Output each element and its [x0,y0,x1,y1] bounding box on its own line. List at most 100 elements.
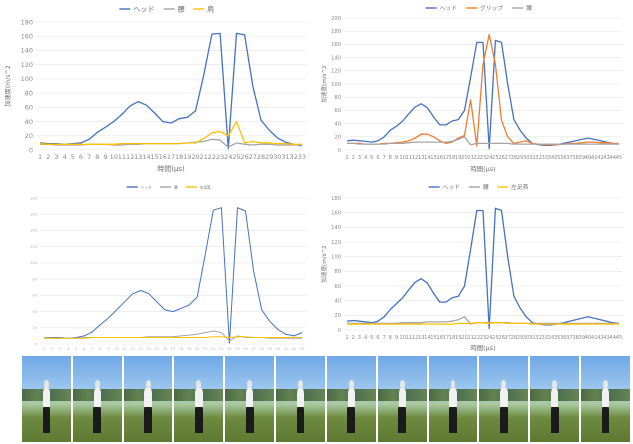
y-tick-label: 120 [331,69,341,75]
y-tick-label: 0 [338,328,341,334]
x-tick-label: 42 [597,155,604,161]
golfer-legs [550,406,559,434]
golfer-figure [245,380,255,434]
x-tick-label: 6 [79,153,83,161]
x-tick-label: 9 [395,155,398,161]
golfer-figure [194,380,204,434]
y-tick-label: 200 [331,16,341,22]
y-tick-label: 160 [30,212,38,216]
golfer-figure [92,380,102,434]
x-tick-label: 28 [259,347,264,351]
x-tick-label: 40 [585,155,592,161]
x-tick-label: 33 [300,347,305,351]
y-tick-label: 120 [30,245,38,249]
series-line-3 [347,322,619,325]
x-tick-label: 28 [511,155,518,161]
x-tick-label: 7 [87,153,91,161]
golfer-head [552,380,558,389]
x-tick-label: 20 [195,347,200,351]
x-tick-label: 19 [455,155,462,161]
x-tick-label: 21 [200,153,208,161]
y-tick-label: 40 [334,121,341,127]
x-tick-label: 14 [142,153,150,161]
x-tick-label: 14 [424,155,431,161]
x-tick-label: 16 [163,347,168,351]
y-tick-label: 60 [334,108,341,114]
golfer-legs [296,406,305,434]
x-tick-label: 22 [211,347,216,351]
y-tick-label: 120 [21,61,33,69]
x-tick-label: 13 [418,155,425,161]
x-tick-label: 27 [504,335,511,341]
x-tick-label: 24 [486,155,493,161]
golfer-torso [144,388,152,408]
x-tick-label: 33 [541,335,548,341]
x-tick-label: 32 [292,347,297,351]
x-tick-label: 45 [616,155,623,161]
y-tick-label: 80 [32,277,37,281]
x-tick-label: 12 [130,347,135,351]
x-tick-label: 2 [352,335,355,341]
golfer-figure [296,380,306,434]
y-tick-label: 140 [30,229,38,233]
x-tick-label: 21 [203,347,208,351]
series-line-1 [347,39,619,150]
golfer-figure [601,380,611,434]
y-tick-label: 0 [29,146,33,154]
x-tick-label: 9 [395,335,398,341]
y-tick-label: 180 [21,18,33,26]
y-tick-label: 180 [30,196,38,200]
x-tick-label: 25 [492,155,499,161]
x-tick-label: 28 [257,153,265,161]
x-tick-label: 29 [517,335,524,341]
x-tick-label: 33 [298,153,306,161]
x-tick-label: 15 [430,335,437,341]
x-tick-label: 15 [150,153,158,161]
golfer-head [247,380,253,389]
x-tick-label: 44 [609,155,616,161]
golfer-head [450,380,456,389]
golfer-head [94,380,100,389]
y-tick-label: 20 [334,135,341,141]
x-tick-label: 3 [59,347,61,351]
legend-label-1: ヘッド [440,6,458,12]
golfer-figure [42,380,52,434]
x-tick-label: 29 [265,153,273,161]
x-tick-label: 7 [91,347,93,351]
golfer-torso [296,388,305,408]
x-tick-label: 24 [486,335,493,341]
golfer-figure [550,380,560,434]
x-tick-label: 16 [436,335,443,341]
y-tick-label: 180 [331,29,341,35]
x-tick-label: 8 [95,153,99,161]
golfer-torso [93,388,101,408]
x-tick-label: 30 [523,155,530,161]
y-axis-title: 加速度(m/s^2 [320,65,328,102]
y-tick-label: 60 [32,294,37,298]
y-tick-label: 100 [21,75,33,83]
x-tick-label: 7 [382,155,385,161]
x-tick-label: 5 [370,335,373,341]
x-tick-label: 2 [352,155,355,161]
x-tick-label: 31 [529,155,536,161]
x-tick-label: 39 [579,155,586,161]
x-tick-label: 1 [43,347,45,351]
golfer-torso [449,388,457,408]
x-tick-label: 39 [579,335,586,341]
x-tick-label: 43 [603,155,610,161]
x-tick-label: 19 [455,335,462,341]
legend-label-2: 腰 [483,184,489,191]
x-tick-label: 10 [110,153,118,161]
x-tick-label: 17 [443,155,450,161]
x-tick-label: 21 [467,335,474,341]
x-tick-label: 28 [511,335,518,341]
y-axis-title: 加速度(m/s^2 [4,65,12,106]
golfer-legs [93,406,102,434]
x-tick-label: 20 [461,155,468,161]
y-axis-title: 加速度(m/s^2 [320,245,328,282]
x-tick-label: 30 [273,153,281,161]
